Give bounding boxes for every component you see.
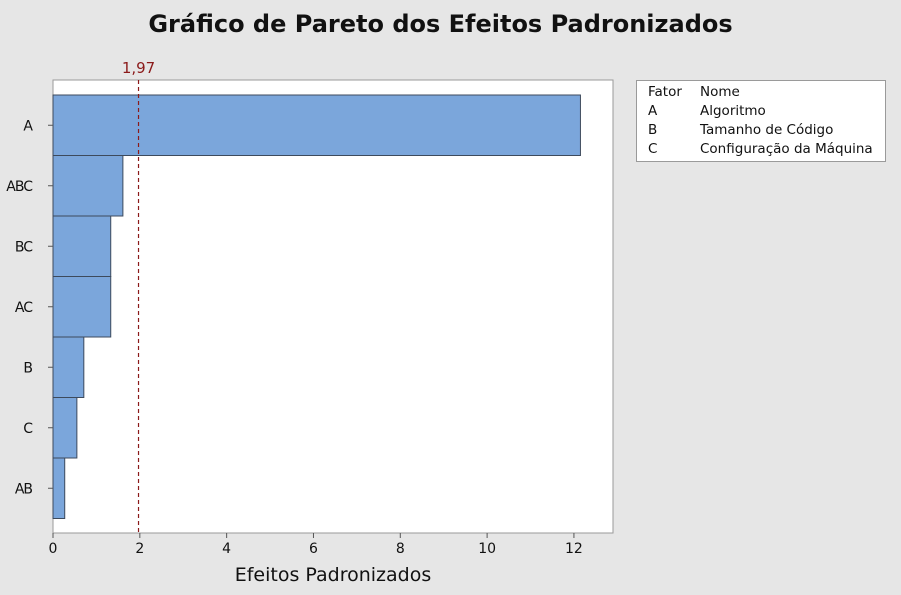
- bar-c: [52, 397, 78, 459]
- x-tick-label: 12: [565, 541, 583, 557]
- category-label-bc: BC: [15, 239, 33, 255]
- legend-item-name: Tamanho de Código: [700, 122, 834, 138]
- x-axis-ticks: 0 2 4 6 8 10 12: [49, 533, 583, 557]
- legend-item-name: Algoritmo: [700, 103, 766, 119]
- legend-header-name: Nome: [700, 84, 740, 100]
- bar-ac: [52, 276, 112, 338]
- bar-bc: [52, 215, 112, 277]
- x-tick-label: 6: [309, 541, 318, 557]
- legend-item-code: A: [648, 103, 658, 119]
- bar-b: [52, 336, 85, 398]
- x-tick-label: 0: [49, 541, 58, 557]
- legend-item-code: C: [648, 141, 658, 157]
- reference-line-label: 1,97: [122, 59, 155, 77]
- bar-ab: [52, 457, 66, 519]
- x-tick-label: 10: [478, 541, 496, 557]
- bar-abc: [52, 155, 124, 217]
- legend-item-code: B: [648, 122, 658, 138]
- x-tick-label: 8: [396, 541, 405, 557]
- bars-layer: [52, 94, 581, 519]
- category-label-a: A: [23, 118, 33, 134]
- category-label-abc: ABC: [6, 179, 33, 195]
- legend-header-code: Fator: [648, 84, 682, 100]
- legend-item-name: Configuração da Máquina: [700, 141, 873, 157]
- x-axis-title: Efeitos Padronizados: [235, 564, 432, 586]
- category-label-c: C: [23, 421, 33, 437]
- x-tick-label: 4: [222, 541, 231, 557]
- factor-legend: Fator Nome A Algoritmo B Tamanho de Códi…: [636, 80, 886, 162]
- category-label-ab: AB: [15, 481, 33, 497]
- x-tick-label: 2: [135, 541, 144, 557]
- category-label-b: B: [23, 360, 32, 376]
- bar-a: [52, 94, 581, 156]
- chart-title: Gráfico de Pareto dos Efeitos Padronizad…: [148, 10, 733, 38]
- category-label-ac: AC: [15, 300, 33, 316]
- reference-line-layer: 1,97: [122, 59, 155, 533]
